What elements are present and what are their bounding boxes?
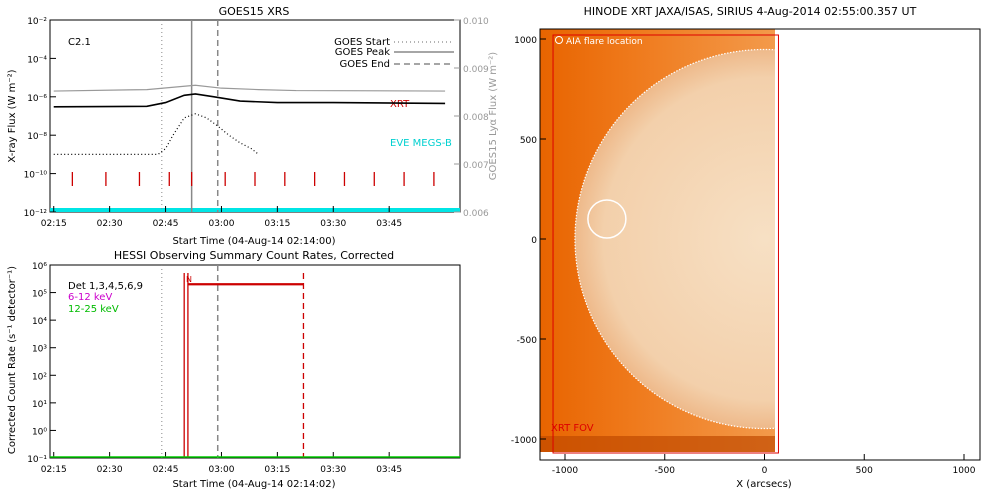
hessi-series-12-25: 12-25 keV — [68, 304, 119, 315]
goes-x-tick-label: 02:15 — [41, 219, 67, 229]
hessi-title: HESSI Observing Summary Count Rates, Cor… — [114, 249, 394, 262]
xrt-x-tick-label: -1000 — [552, 466, 578, 476]
hessi-x-tick-label: 02:15 — [41, 465, 67, 475]
goes-y-tick-label: 10⁻⁴ — [27, 55, 47, 65]
hessi-y-tick-label: 10⁶ — [32, 262, 47, 272]
hessi-y-tick-label: 10² — [32, 372, 47, 382]
hessi-x-tick-label: 03:15 — [264, 465, 290, 475]
xrt-x-tick-label: -500 — [655, 466, 676, 476]
goes-long-channel-series — [53, 93, 446, 108]
goes-y2-tick-label: 0.007 — [463, 161, 489, 171]
goes-flare-class: C2.1 — [68, 37, 91, 48]
xrt-x-tick-label: 500 — [856, 466, 873, 476]
legend-start-label: GOES Start — [334, 37, 390, 48]
xrt-x-tick-label: 0 — [762, 466, 768, 476]
goes-y-tick-label: 10⁻⁸ — [27, 132, 47, 142]
hessi-plot-frame — [49, 264, 461, 459]
goes-y-tick-label: 10⁻¹⁰ — [24, 171, 48, 181]
hessi-detectors: Det 1,3,4,5,6,9 — [68, 281, 143, 292]
hessi-series-6-12: 6-12 keV — [68, 292, 112, 303]
eve-series-label: EVE MEGS-B — [390, 138, 452, 149]
xrt-image-panel: HINODE XRT JAXA/ISAS, SIRIUS 4-Aug-2014 … — [511, 5, 981, 490]
goes-short-channel-series — [53, 113, 260, 155]
eve-megs-b-line — [50, 208, 460, 212]
goes-y-label: X-ray Flux (W m⁻²) — [7, 69, 18, 162]
flare-legend-marker — [555, 36, 563, 44]
xrt-y-tick-label: 1000 — [514, 36, 537, 46]
hessi-panel: HESSI Observing Summary Count Rates, Cor… — [7, 249, 461, 490]
xrt-x-tick-label: 1000 — [953, 466, 976, 476]
hessi-y-tick-label: 10⁻¹ — [27, 455, 47, 465]
goes-title: GOES15 XRS — [219, 5, 290, 18]
goes-x-tick-label: 02:45 — [153, 219, 179, 229]
goes-y2-tick-label: 0.008 — [463, 113, 489, 123]
hessi-x-tick-label: 03:30 — [320, 465, 346, 475]
lyman-alpha-series — [53, 84, 446, 92]
sun-disk — [574, 48, 775, 430]
xrt-y-tick-label: -1000 — [511, 436, 537, 446]
hessi-x-tick-label: 02:45 — [153, 465, 179, 475]
xrt-image — [540, 29, 775, 452]
goes-y-tick-label: 10⁻¹² — [24, 209, 48, 219]
goes-x-label: Start Time (04-Aug-14 02:14:00) — [172, 236, 335, 247]
goes-x-tick-label: 03:00 — [208, 219, 234, 229]
goes-y2-tick-label: 0.009 — [463, 65, 489, 75]
hessi-flag-label: N — [186, 275, 192, 284]
goes-x-tick-label: 03:45 — [376, 219, 402, 229]
xrt-title: HINODE XRT JAXA/ISAS, SIRIUS 4-Aug-2014 … — [584, 5, 917, 18]
goes-y2-tick-label: 0.010 — [463, 17, 489, 27]
hessi-y-tick-label: 10³ — [32, 345, 47, 355]
hessi-x-tick-label: 03:00 — [208, 465, 234, 475]
goes-x-tick-label: 02:30 — [97, 219, 123, 229]
hessi-y-tick-label: 10⁵ — [32, 290, 47, 300]
hessi-y-tick-label: 10¹ — [32, 400, 47, 410]
xrt-y-tick-label: -500 — [517, 336, 538, 346]
goes-y-tick-label: 10⁻⁶ — [27, 94, 47, 104]
fov-label: XRT FOV — [551, 423, 594, 434]
goes-y-tick-label: 10⁻² — [27, 17, 47, 27]
hessi-x-label: Start Time (04-Aug-14 02:14:02) — [172, 479, 335, 490]
xrt-fov-rect — [552, 34, 779, 454]
hessi-x-tick-label: 02:30 — [97, 465, 123, 475]
xrt-x-label: X (arcsecs) — [736, 479, 792, 490]
goes-x-tick-label: 03:15 — [264, 219, 290, 229]
xrt-bottom-band — [540, 436, 775, 452]
xrt-y-tick-label: 0 — [531, 236, 537, 246]
hessi-y-tick-label: 10⁰ — [32, 427, 47, 437]
flare-location-circle — [587, 199, 627, 239]
hessi-y-label: Corrected Count Rate (s⁻¹ detector⁻¹) — [7, 266, 18, 454]
goes-legend: GOES Start GOES Peak GOES End — [334, 37, 454, 70]
legend-peak-label: GOES Peak — [335, 47, 390, 58]
goes-panel: GOES15 XRS C2.1 GOES Start GOES Peak GOE… — [7, 5, 499, 247]
xrt-series-label: XRT — [390, 99, 410, 110]
hessi-y-tick-label: 10⁴ — [32, 317, 47, 327]
goes-y2-tick-label: 0.006 — [463, 209, 489, 219]
hessi-x-tick-label: 03:45 — [376, 465, 402, 475]
goes-y2-label: GOES15 Lyα Flux (W m⁻²) — [488, 52, 499, 180]
goes-x-tick-label: 03:30 — [320, 219, 346, 229]
xrt-plot-frame — [539, 28, 981, 461]
flare-legend-label: AIA flare location — [566, 37, 643, 47]
xrt-y-tick-label: 500 — [520, 136, 537, 146]
legend-end-label: GOES End — [340, 59, 390, 70]
